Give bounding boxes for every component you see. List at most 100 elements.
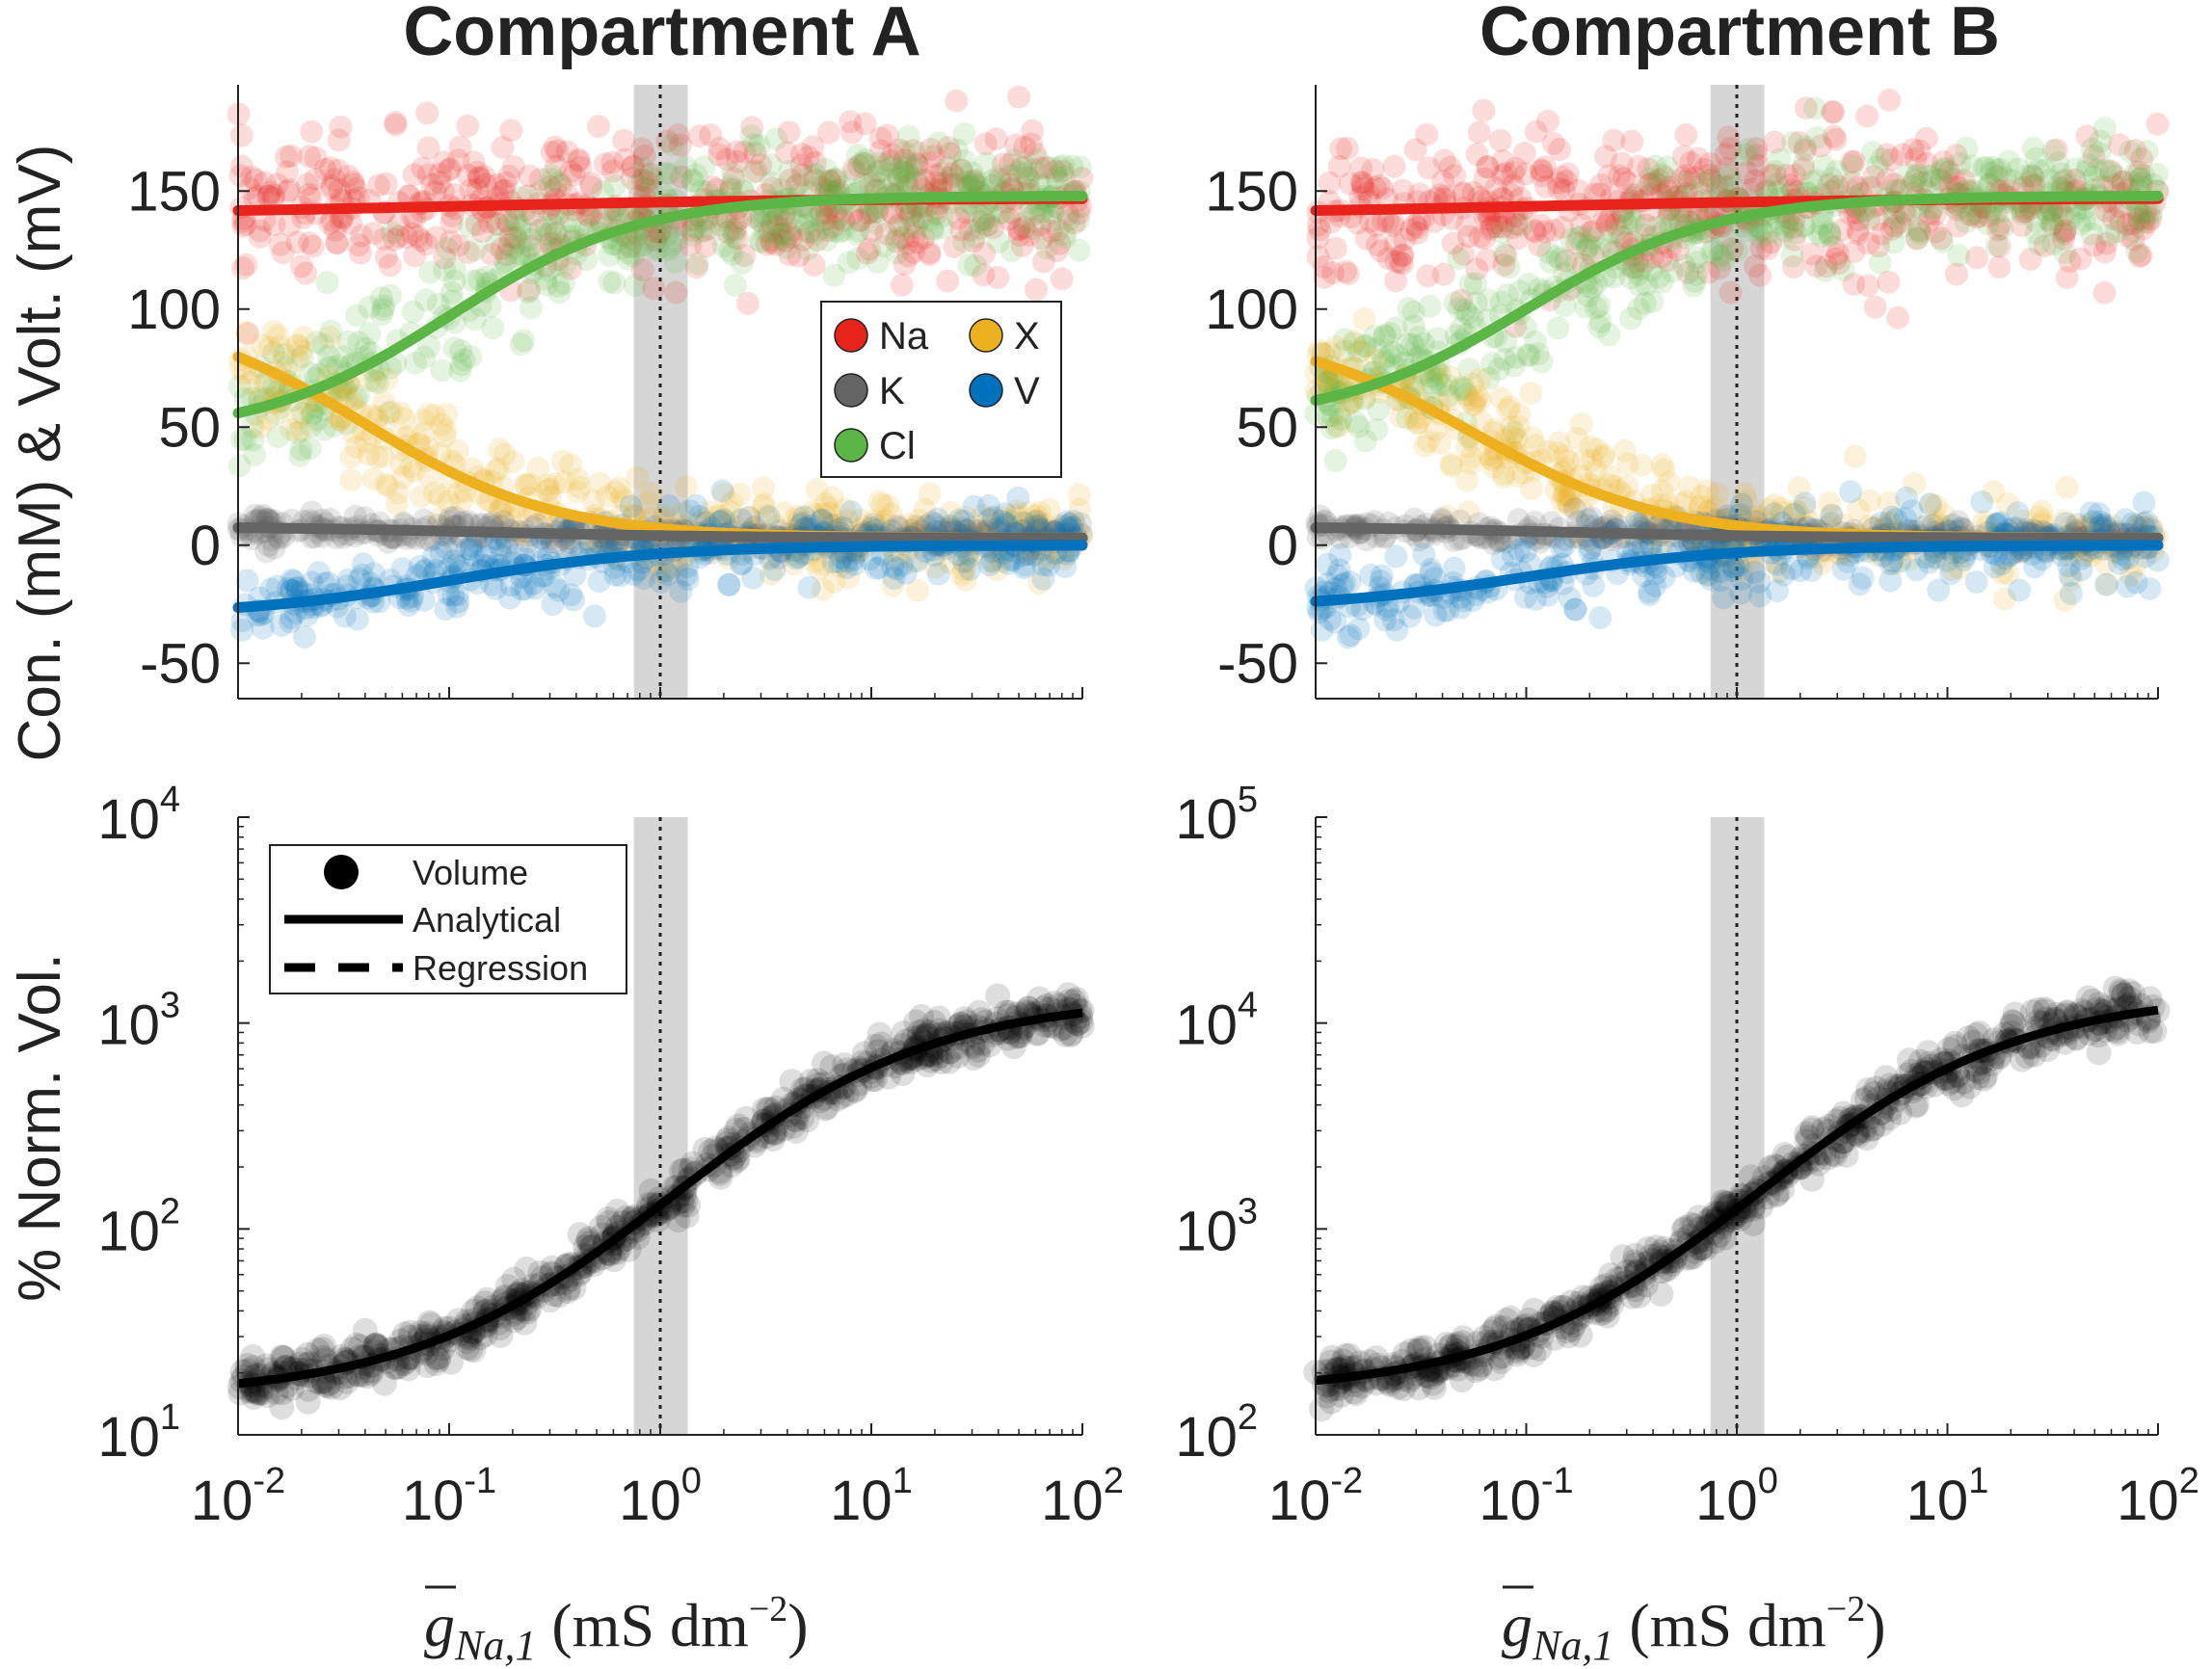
point-cl — [999, 239, 1024, 263]
point-na — [559, 256, 583, 280]
point-na — [329, 209, 353, 233]
point-x — [1024, 510, 1048, 534]
point-na — [378, 253, 402, 278]
point-na — [722, 167, 746, 191]
point-cl — [591, 179, 615, 203]
point-x — [872, 513, 896, 537]
point-x — [376, 474, 400, 498]
point-v — [445, 583, 469, 606]
point-x — [550, 449, 574, 473]
point-cl — [749, 209, 773, 233]
point-na — [271, 241, 295, 265]
point-cl — [622, 244, 646, 268]
point-na — [349, 241, 372, 265]
point-na — [504, 225, 528, 250]
point-na — [786, 244, 811, 268]
point-na — [726, 226, 749, 251]
point-x — [653, 504, 677, 527]
point-na — [974, 213, 999, 237]
point-na — [300, 119, 324, 144]
point-cl — [2125, 240, 2149, 263]
point-na — [298, 231, 322, 255]
point-x — [708, 504, 733, 528]
point-na — [275, 145, 299, 169]
point-x — [639, 482, 663, 506]
point-na — [233, 212, 257, 236]
point-na — [679, 233, 703, 257]
point-na — [941, 165, 965, 188]
point-na — [1048, 231, 1072, 255]
point-cl — [305, 408, 329, 432]
y-tick-label: 0 — [1267, 515, 1298, 577]
point-cl — [1763, 160, 1787, 183]
point-cl — [895, 160, 919, 184]
point-cl — [623, 274, 647, 298]
point-cl — [974, 151, 999, 175]
point-cl — [534, 215, 558, 239]
point-x — [290, 338, 313, 362]
point-v — [1563, 597, 1587, 622]
point-na — [647, 221, 671, 245]
point-na — [744, 159, 768, 183]
point-cl — [899, 200, 923, 225]
point-na — [494, 209, 519, 233]
point-na — [814, 207, 839, 231]
point-na — [562, 163, 586, 187]
point-na — [244, 168, 268, 192]
point-na — [234, 252, 258, 277]
point-cl — [436, 237, 459, 261]
point-na — [816, 120, 840, 145]
point-cl — [742, 205, 766, 229]
point-cl — [602, 174, 626, 198]
point-cl — [1831, 258, 1855, 282]
point-na — [733, 140, 757, 164]
point-cl — [1012, 211, 1036, 235]
point-na — [559, 160, 583, 184]
point-cl — [931, 204, 954, 228]
point-na — [323, 168, 347, 192]
point-x — [544, 471, 568, 495]
point-v — [499, 573, 523, 597]
point-cl — [616, 247, 640, 271]
point-cl — [631, 233, 655, 257]
point-na — [821, 215, 845, 239]
point-x — [728, 482, 752, 506]
point-na — [276, 180, 300, 203]
point-x — [610, 485, 634, 509]
point-na — [945, 89, 969, 113]
point-na — [327, 128, 351, 152]
point-na — [670, 165, 694, 189]
point-cl — [853, 151, 877, 175]
point-x — [870, 492, 894, 517]
point-cl — [892, 160, 916, 184]
point-cl — [747, 134, 771, 158]
point-cl — [772, 204, 796, 228]
point-na — [694, 234, 718, 258]
point-cl — [680, 169, 705, 193]
point-x — [698, 500, 722, 524]
point-cl — [464, 307, 487, 331]
point-na — [467, 166, 492, 190]
point-x — [813, 491, 838, 516]
point-cl — [864, 211, 888, 235]
point-na — [1719, 280, 1743, 305]
point-x — [754, 504, 778, 528]
point-cl — [508, 214, 532, 238]
point-cl — [1569, 225, 1593, 249]
point-na — [878, 149, 902, 173]
point-na — [1890, 143, 1914, 167]
point-na — [705, 177, 729, 201]
point-na — [901, 139, 925, 163]
point-na — [600, 150, 625, 174]
point-na — [941, 162, 965, 186]
point-na — [824, 199, 848, 224]
point-x — [354, 430, 378, 454]
point-cl — [895, 161, 919, 185]
point-cl — [722, 225, 746, 249]
point-x — [972, 504, 996, 528]
point-x — [923, 555, 947, 579]
point-cl — [1545, 245, 1569, 269]
point-na — [587, 115, 610, 139]
point-cl — [837, 251, 861, 275]
point-na — [778, 222, 802, 246]
